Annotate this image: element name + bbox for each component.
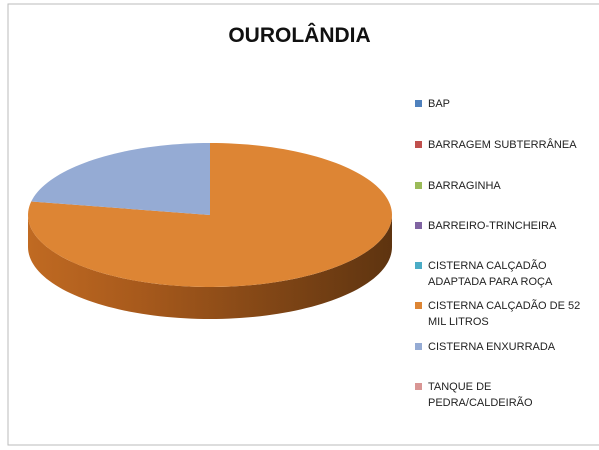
legend-entry: CISTERNA CALÇADÃO ADAPTADA PARA ROÇA [415,258,593,290]
legend-swatch [415,100,422,107]
legend-entry: BAP [415,96,593,112]
legend-swatch [415,182,422,189]
legend-label: CISTERNA ENXURRADA [428,341,556,353]
legend-label: CISTERNA CALÇADÃO DE 52 MIL LITROS [428,300,581,328]
legend-swatch [415,262,422,269]
legend-label: BARREIRO-TRINCHEIRA [428,220,557,232]
chart-title: OUROLÂNDIA [228,24,371,47]
legend-entry: CISTERNA ENXURRADA [415,339,593,355]
legend-entry: BARRAGINHA [415,178,593,194]
pie-slice [31,143,210,215]
legend-swatch [415,343,422,350]
legend-swatch [415,383,422,390]
legend-entry: BARREIRO-TRINCHEIRA [415,218,593,234]
legend-swatch [415,222,422,229]
legend-label: BARRAGEM SUBTERRÂNEA [428,139,577,151]
legend-entry: BARRAGEM SUBTERRÂNEA [415,137,593,153]
legend-swatch [415,141,422,148]
legend-swatch [415,302,422,309]
legend-label: BAP [428,98,451,110]
legend-entry: TANQUE DE PEDRA/CALDEIRÃO [415,379,593,411]
pie-side [28,215,392,319]
pie-slice [28,143,392,287]
legend-label: TANQUE DE PEDRA/CALDEIRÃO [428,381,533,409]
legend-label: BARRAGINHA [428,180,501,192]
legend-entry: CISTERNA CALÇADÃO DE 52 MIL LITROS [415,298,593,330]
legend-label: CISTERNA CALÇADÃO ADAPTADA PARA ROÇA [428,260,553,288]
frame [7,3,599,446]
